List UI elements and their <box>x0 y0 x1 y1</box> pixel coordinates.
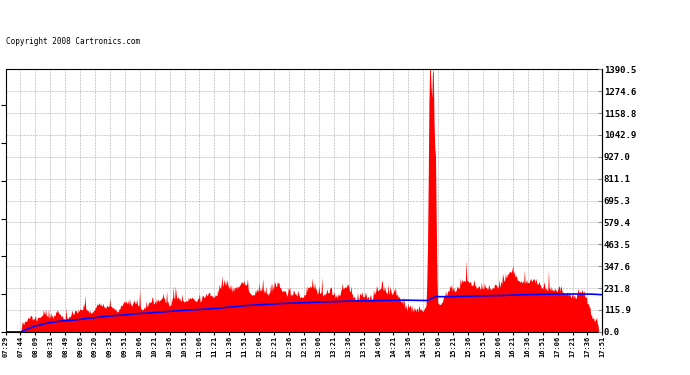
Text: Copyright 2008 Cartronics.com: Copyright 2008 Cartronics.com <box>6 37 139 46</box>
Text: East Array Actual Power (red) & Running Average Power (blue) (Watts)  Mon Oct 20: East Array Actual Power (red) & Running … <box>3 12 541 22</box>
